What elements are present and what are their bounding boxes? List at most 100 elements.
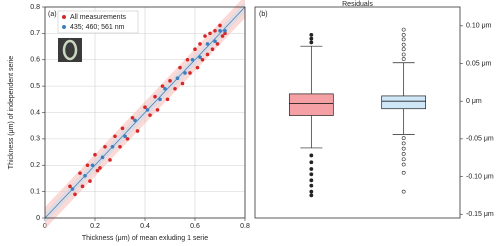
point <box>213 28 217 33</box>
box <box>288 93 334 116</box>
outlier <box>401 47 406 52</box>
y-tick-label: 0.05 μm <box>466 60 492 67</box>
y-tick-label: -0.05 μm <box>466 136 494 143</box>
y-tick-label: 0 <box>36 215 40 222</box>
point <box>103 144 107 149</box>
point <box>90 163 95 168</box>
point <box>95 168 100 173</box>
point <box>93 152 97 157</box>
point <box>205 52 210 57</box>
x-axis-label: Thickness (μm) of mean exluding 1 serie <box>82 235 208 242</box>
point <box>195 65 200 70</box>
inset-sample <box>62 39 78 61</box>
x-tick-label: 0.8 <box>240 223 250 230</box>
point <box>180 81 185 86</box>
outlier <box>401 162 406 167</box>
point <box>73 192 77 197</box>
outlier <box>401 32 406 37</box>
legend-label: 435; 460; 561 nm <box>70 24 125 31</box>
point <box>165 97 170 102</box>
y-tick-label: 0.5 <box>30 83 40 90</box>
panel-label: (b) <box>259 11 268 18</box>
point <box>190 57 195 62</box>
legend-label: All measurements <box>70 14 127 21</box>
point <box>223 31 227 36</box>
y-axis-label: Thickness (μm) of independent serie <box>8 56 15 169</box>
point <box>183 71 187 75</box>
point <box>78 171 82 175</box>
point <box>85 163 90 168</box>
point <box>143 105 147 110</box>
outlier <box>309 172 314 177</box>
x-tick-label: 0.6 <box>190 223 200 230</box>
point <box>135 129 140 133</box>
y-tick-label: 0.1 <box>30 188 40 195</box>
point <box>220 34 225 38</box>
point <box>193 47 197 51</box>
outlier <box>401 136 406 141</box>
point <box>205 42 210 46</box>
y-tick-label: 0.6 <box>30 57 40 64</box>
y-tick-label: 0 μm <box>466 98 482 105</box>
y-tick-label: -0.10 μm <box>466 173 494 180</box>
point <box>155 108 160 112</box>
point <box>218 23 222 28</box>
outlier <box>309 183 314 188</box>
outlier <box>401 42 406 47</box>
point <box>98 166 102 170</box>
outlier <box>401 157 406 162</box>
outlier <box>309 167 314 171</box>
point <box>178 65 182 70</box>
panel-label: (a) <box>48 11 57 18</box>
outlier <box>401 189 406 194</box>
outlier <box>401 141 406 146</box>
y-tick-label: 0.3 <box>30 136 40 143</box>
outlier <box>401 37 406 42</box>
point <box>168 79 172 83</box>
point <box>123 134 127 139</box>
outlier <box>309 189 314 194</box>
legend-box <box>57 10 139 34</box>
point <box>108 158 112 162</box>
outlier <box>401 52 406 57</box>
point <box>185 57 190 62</box>
chart-title: Residuals <box>342 1 373 8</box>
point <box>88 179 92 183</box>
point <box>215 42 220 46</box>
y-tick-label: 0.8 <box>30 4 40 11</box>
outlier <box>401 152 406 156</box>
point <box>198 42 202 46</box>
legend-marker <box>62 15 66 19</box>
outlier <box>309 153 314 158</box>
point <box>158 97 162 102</box>
y-tick-label: 0.2 <box>30 162 40 169</box>
point <box>120 126 125 131</box>
point <box>213 39 217 44</box>
point <box>200 57 205 62</box>
outlier <box>401 57 406 61</box>
box <box>381 95 427 110</box>
y-tick-label: -0.15 μm <box>466 211 494 218</box>
point <box>118 144 122 149</box>
point <box>188 71 192 75</box>
plot-frame <box>44 6 246 219</box>
outlier <box>309 193 314 198</box>
y-tick-label: 0.7 <box>30 30 40 37</box>
x-tick-label: 0.2 <box>90 223 100 230</box>
outlier <box>401 170 406 175</box>
y-tick-label: 0.4 <box>30 109 40 116</box>
point <box>163 86 167 91</box>
point <box>218 28 222 33</box>
point <box>160 84 165 88</box>
point <box>203 34 207 38</box>
point <box>198 55 202 59</box>
y-tick-label: 0.10 μm <box>466 23 492 30</box>
point <box>133 118 137 123</box>
outlier <box>401 27 406 32</box>
outlier <box>401 146 406 151</box>
point <box>153 94 157 99</box>
outlier <box>309 36 314 41</box>
outlier <box>309 178 314 183</box>
point <box>210 47 215 51</box>
